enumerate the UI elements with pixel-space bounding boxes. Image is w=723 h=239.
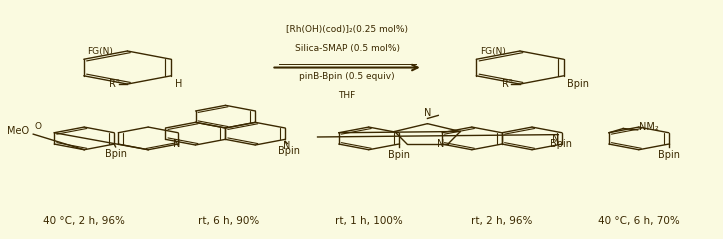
Text: rt, 2 h, 96%: rt, 2 h, 96%: [471, 216, 533, 226]
Text: N: N: [552, 134, 560, 144]
Text: N: N: [283, 141, 291, 151]
Text: FG(N): FG(N): [87, 47, 114, 56]
Text: N: N: [437, 139, 444, 149]
Text: Silica-SMAP (0.5 mol%): Silica-SMAP (0.5 mol%): [294, 44, 400, 53]
Text: Bpin: Bpin: [105, 149, 127, 159]
Text: O: O: [34, 122, 41, 131]
Text: FG(N): FG(N): [480, 47, 506, 56]
Text: H: H: [175, 79, 182, 89]
Text: N: N: [173, 139, 180, 149]
Text: Bpin: Bpin: [388, 150, 410, 160]
Text: rt, 6 h, 90%: rt, 6 h, 90%: [197, 216, 259, 226]
Text: Bpin: Bpin: [549, 139, 571, 149]
Text: Bpin: Bpin: [658, 150, 680, 160]
Text: R⁵: R⁵: [502, 79, 513, 89]
Text: 40 °C, 6 h, 70%: 40 °C, 6 h, 70%: [598, 216, 680, 226]
Text: [Rh(OH)(cod)]₂(0.25 mol%): [Rh(OH)(cod)]₂(0.25 mol%): [286, 25, 408, 34]
Text: rt, 1 h, 100%: rt, 1 h, 100%: [335, 216, 403, 226]
Text: Bpin: Bpin: [568, 79, 589, 89]
Text: Bpin: Bpin: [278, 146, 300, 156]
Text: THF: THF: [338, 91, 356, 100]
Text: NM₂: NM₂: [639, 122, 659, 132]
Text: MeO: MeO: [7, 126, 29, 136]
Text: R⁵: R⁵: [109, 79, 120, 89]
Text: N: N: [424, 109, 431, 119]
Text: pinB-Bpin (0.5 equiv): pinB-Bpin (0.5 equiv): [299, 72, 395, 81]
Text: 40 °C, 2 h, 96%: 40 °C, 2 h, 96%: [43, 216, 125, 226]
